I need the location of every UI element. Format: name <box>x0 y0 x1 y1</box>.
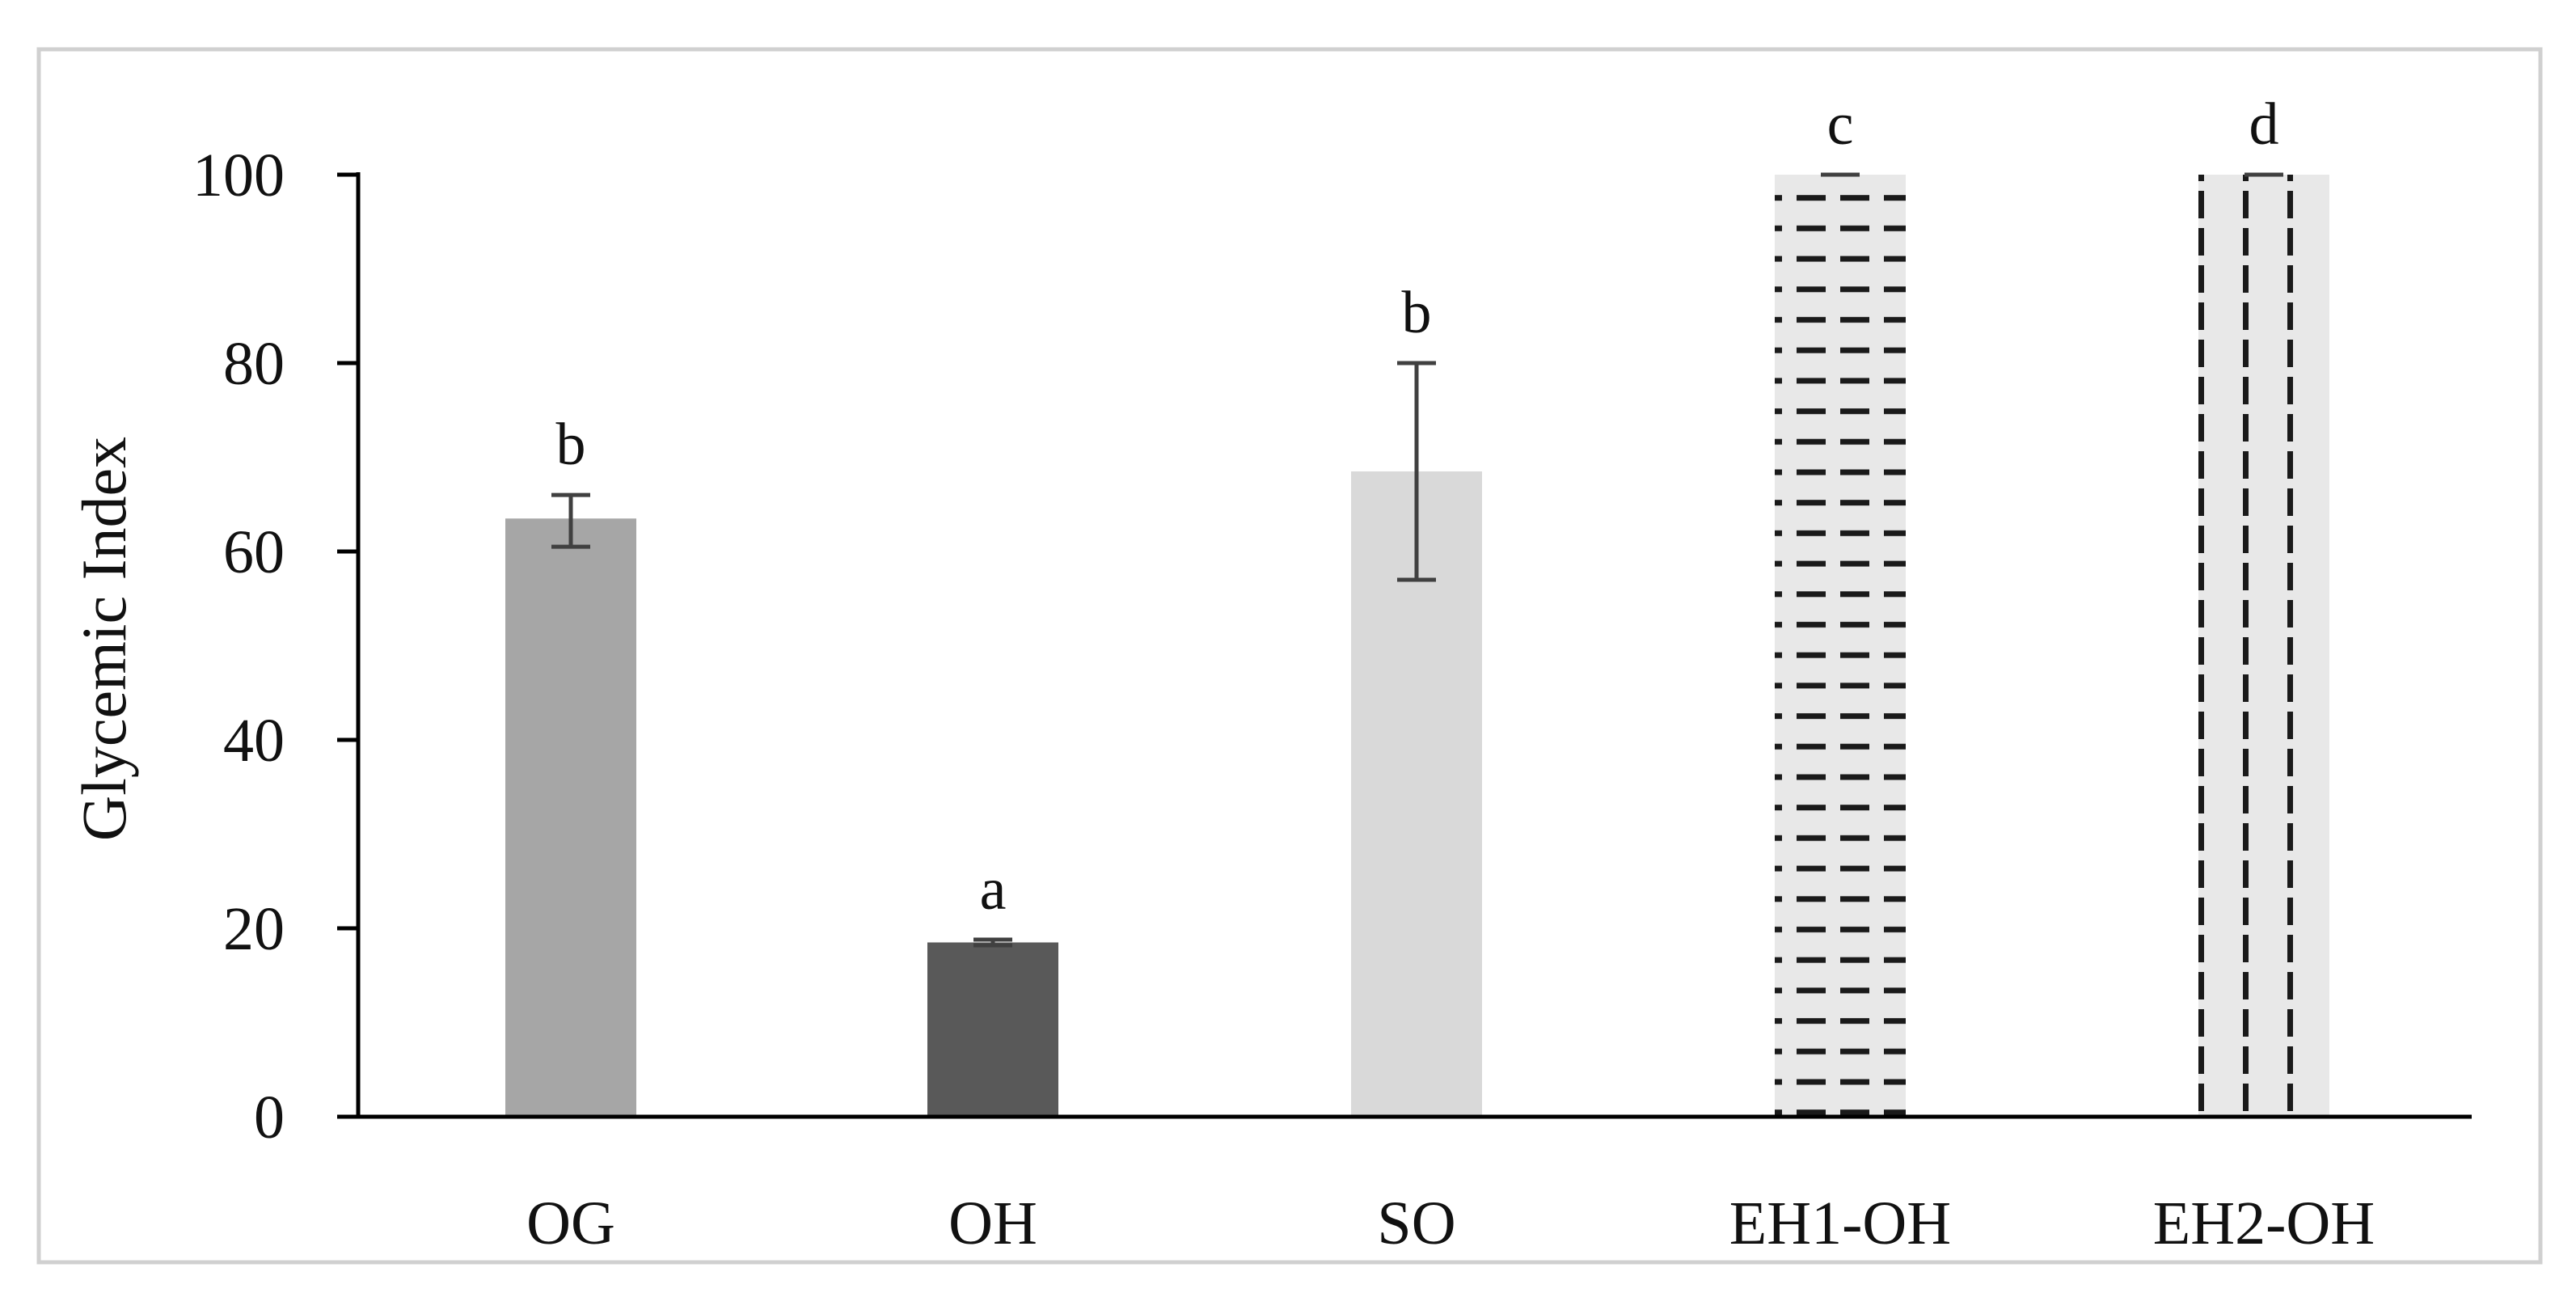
y-tick-label-80: 80 <box>223 330 285 398</box>
error-bar-og <box>551 492 590 549</box>
bars-layer <box>505 175 2329 1117</box>
x-category-label-og: OG <box>526 1189 615 1257</box>
y-tick-label-40: 40 <box>223 707 285 775</box>
bar-eh2-oh <box>2198 175 2329 1117</box>
error-bar-oh <box>973 937 1012 948</box>
x-category-label-oh: OH <box>948 1189 1037 1257</box>
y-tick-label-0: 0 <box>254 1084 285 1151</box>
y-tick-label-20: 20 <box>223 895 285 963</box>
bar-eh1-oh <box>1775 175 1906 1117</box>
bar-oh <box>927 942 1058 1117</box>
y-tick-label-60: 60 <box>223 518 285 586</box>
y-axis-title: Glycemic Index <box>69 437 139 841</box>
significance-letter-eh2-oh: d <box>2249 91 2279 158</box>
x-category-label-eh1-oh: EH1-OH <box>1729 1189 1951 1257</box>
significance-letter-og: b <box>556 412 586 478</box>
error-bar-so <box>1397 361 1436 582</box>
error-bars-layer <box>551 172 2283 948</box>
x-category-label-so: SO <box>1377 1189 1455 1257</box>
significance-letter-eh1-oh: c <box>1827 91 1854 158</box>
bar-og <box>505 518 636 1117</box>
significance-letter-so: b <box>1402 280 1432 346</box>
chart-frame-border <box>36 47 2543 1265</box>
x-category-label-eh2-oh: EH2-OH <box>2153 1189 2375 1257</box>
significance-letter-oh: a <box>980 856 1007 923</box>
axes-layer <box>337 172 2472 1119</box>
labels-layer: 0 20 40 60 80 100 OG OH SO EH1-OH EH2-OH b a b c d Glyce… <box>69 91 2375 1257</box>
y-tick-label-100: 100 <box>192 142 285 209</box>
